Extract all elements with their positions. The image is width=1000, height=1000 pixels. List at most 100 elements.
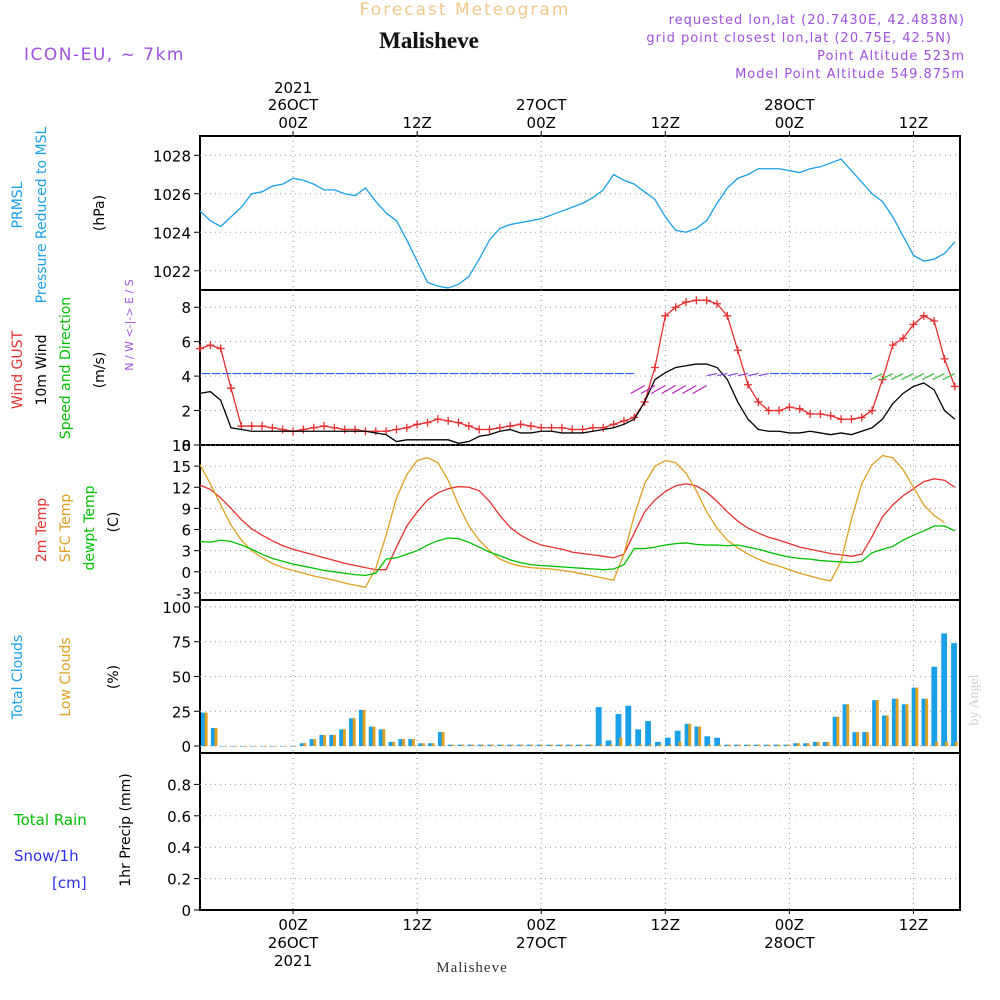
bar-low-clouds: [293, 746, 297, 747]
bar-low-clouds: [757, 744, 761, 747]
bar-low-clouds: [905, 704, 909, 747]
bar-low-clouds: [204, 712, 208, 747]
top-hour-label: 00Z: [527, 114, 556, 132]
bottom-date-label: 26OCT: [268, 934, 319, 952]
bar-low-clouds: [273, 746, 277, 747]
y-tick-label: 6: [181, 522, 191, 540]
location-title: Malisheve: [379, 28, 479, 53]
gust-marker: [423, 418, 432, 427]
bar-low-clouds: [648, 744, 652, 747]
gust-marker: [578, 425, 587, 434]
panels: 102210241026102802468-303691215180255075…: [153, 135, 961, 920]
bar-total-clouds: [625, 705, 632, 747]
bar-total-clouds: [270, 746, 276, 747]
bar-low-clouds: [954, 741, 958, 747]
bar-low-clouds: [885, 715, 889, 747]
bar-low-clouds: [382, 729, 386, 747]
top-year-label: 2021: [274, 79, 312, 97]
bar-low-clouds: [431, 743, 435, 747]
bar-low-clouds: [342, 729, 346, 747]
gust-marker: [351, 425, 360, 434]
bar-total-clouds: [260, 746, 267, 747]
bar-total-clouds: [852, 732, 859, 747]
bar-low-clouds: [579, 744, 583, 747]
bar-low-clouds: [451, 744, 455, 747]
gust-marker: [216, 344, 225, 353]
top-hour-label: 12Z: [651, 114, 680, 132]
gust-marker: [723, 311, 732, 320]
y-tick-label: 18: [172, 437, 191, 455]
bar-low-clouds: [421, 743, 425, 747]
bar-low-clouds: [846, 704, 850, 747]
y-tick-label: 2: [181, 403, 191, 421]
series-line-wind-gust: [199, 299, 956, 432]
bar-low-clouds: [490, 744, 494, 747]
y-tick-label: 15: [172, 458, 191, 476]
bar-total-clouds: [684, 723, 691, 747]
bar-total-clouds: [595, 707, 602, 747]
gust-marker: [630, 413, 639, 422]
bar-total-clouds: [832, 716, 839, 747]
y-tick-label: 1028: [153, 147, 191, 165]
gust-marker: [599, 423, 608, 432]
gust-marker: [382, 427, 391, 436]
series-line-prmsl: [199, 158, 956, 289]
hpa-unit-label: (hPa): [92, 195, 108, 231]
bar-total-clouds: [487, 744, 494, 747]
bar-total-clouds: [822, 741, 829, 747]
wind-arrow: [901, 372, 914, 381]
gust-marker: [454, 418, 463, 427]
pressure-label: Pressure Reduced to MSL: [34, 126, 50, 303]
bar-total-clouds: [220, 746, 227, 747]
gust-marker: [444, 416, 453, 425]
bar-total-clouds: [319, 734, 326, 747]
wind-arrow: [671, 385, 687, 395]
bar-low-clouds: [411, 739, 415, 747]
gust-marker: [744, 380, 753, 389]
gust-marker: [661, 311, 670, 320]
gust-marker: [588, 423, 597, 432]
bar-total-clouds: [536, 744, 543, 747]
gust-marker: [671, 303, 680, 312]
bar-low-clouds: [313, 739, 317, 747]
y-tick-label: 0: [181, 902, 191, 920]
y-tick-label: 0: [181, 564, 191, 582]
bar-low-clouds: [796, 743, 800, 747]
bar-total-clouds: [901, 704, 908, 747]
series-line-2m-temp: [199, 478, 956, 571]
gust-marker: [650, 363, 659, 372]
bar-total-clouds: [408, 739, 415, 747]
bottom-year-label: 2021: [274, 952, 312, 970]
gust-marker: [950, 382, 959, 391]
gust-marker: [568, 425, 577, 434]
wind-arrow: [890, 372, 904, 381]
speed-direction-label: Speed and Direction: [58, 297, 74, 439]
gust-marker: [526, 422, 535, 431]
c-unit-label: (C): [106, 512, 122, 533]
wind-arrow: [651, 385, 666, 395]
bar-total-clouds: [506, 744, 513, 747]
requested-coords: requested lon,lat (20.7430E, 42.4838N): [669, 13, 965, 28]
bar-total-clouds: [951, 643, 957, 747]
y-tick-label: 0: [181, 738, 191, 756]
wind-arrow: [880, 372, 894, 381]
bar-total-clouds: [921, 698, 928, 747]
wind-arrow: [932, 372, 945, 381]
bar-low-clouds: [698, 726, 702, 747]
wind-arrow: [748, 372, 759, 377]
gust-marker: [847, 415, 856, 424]
y-tick-label: 100: [162, 599, 191, 617]
gust-marker: [713, 299, 722, 308]
gust-marker: [309, 423, 318, 432]
gust-marker: [475, 425, 484, 434]
bar-low-clouds: [826, 741, 830, 747]
wind-arrow: [706, 372, 718, 377]
gust-marker: [857, 413, 866, 422]
gust-marker: [806, 410, 815, 418]
bar-total-clouds: [250, 746, 257, 747]
sfc-temp-label: SFC Temp: [58, 494, 74, 563]
pct-unit-label: (%): [106, 665, 122, 689]
gust-marker: [868, 406, 877, 415]
top-hour-label: 00Z: [278, 114, 307, 132]
wind-arrow: [758, 372, 769, 377]
